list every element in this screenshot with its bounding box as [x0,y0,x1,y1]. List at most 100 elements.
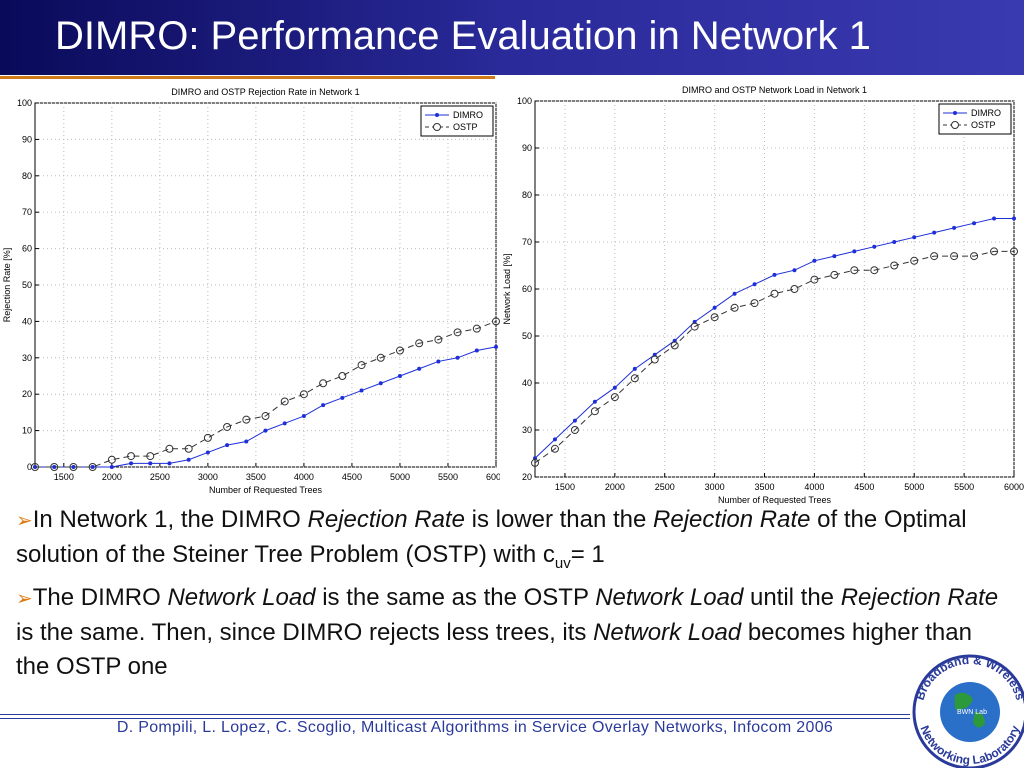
footer: D. Pompili, L. Lopez, C. Scoglio, Multic… [116,719,834,736]
x-tick-label: 1500 [54,472,74,482]
legend [420,105,494,137]
bullet-text: Network Load [593,618,742,646]
bullet-text: Rejection Rate [307,506,465,533]
data-point [710,313,719,322]
x-tick-label: 5000 [904,482,924,492]
bullet-text: is lower than the [464,506,654,533]
data-point [299,390,308,399]
x-tick-label: 4500 [342,472,362,482]
x-tick-label: 5500 [438,472,458,482]
x-tick-label: 2000 [102,472,122,482]
data-point [572,418,577,423]
data-point [1012,216,1016,221]
y-tick-label: 60 [22,244,32,254]
data-point [531,458,539,467]
data-point [730,303,739,312]
bullet-text: The DIMRO [32,583,168,611]
data-point [71,465,76,469]
x-tick-label: 2500 [150,472,170,482]
bullet: The DIMRO Network Load is the same as th… [16,581,1006,684]
data-point [810,275,819,284]
data-point [378,381,383,386]
data-point [892,240,897,244]
data-point [912,235,917,240]
y-tick-label: 50 [522,331,532,341]
plot-area [534,100,1015,478]
data-point [492,317,500,326]
data-point [415,339,424,348]
data-point [242,415,251,424]
y-tick-label: 100 [17,98,32,108]
legend-label: DIMRO [971,108,1001,118]
x-tick-label: 3500 [755,482,775,492]
data-point [109,465,114,469]
bullet-text: Rejection Rate [653,506,811,533]
data-point [88,463,97,471]
data-point [772,272,777,277]
data-point [474,348,479,353]
data-point [436,359,441,364]
data-point [630,374,639,383]
legend-label: OSTP [453,122,478,132]
data-point [972,221,977,226]
data-point [338,372,347,380]
data-point [752,282,757,287]
data-point [494,344,498,349]
bullet-text: until the [743,583,841,611]
bullet-text: uv [554,554,571,572]
data-point [184,444,193,453]
x-tick-label: 2500 [655,482,675,492]
data-point [129,461,134,466]
data-point [127,452,136,461]
data-point [890,261,899,270]
data-point [397,374,402,378]
y-tick-label: 60 [522,284,532,294]
data-point [792,268,797,273]
legend [938,103,1012,135]
bullet-text: Network Load [595,583,744,611]
data-point [223,422,232,431]
legend-marker [953,111,957,115]
logo-text: BWN Lab [957,709,987,716]
chart: DIMRO and OSTP Network Load in Network 1… [502,85,1024,505]
data-point [852,249,857,254]
title-bar: DIMRO: Performance Evaluation in Network… [0,0,1024,75]
legend-marker [433,123,441,131]
x-tick-label: 5000 [390,472,410,482]
data-point [282,421,287,426]
data-point [910,256,919,265]
y-tick-label: 10 [22,426,32,436]
x-tick-label: 5500 [954,482,974,492]
data-point [632,366,637,371]
x-tick-label: 1500 [555,482,575,492]
x-tick-label: 4000 [294,472,314,482]
y-tick-label: 90 [522,143,532,153]
y-tick-label: 80 [522,190,532,200]
data-point [69,463,78,471]
data-point [434,335,443,344]
data-point [225,443,230,448]
data-point [612,385,617,390]
data-point [319,379,328,388]
y-tick-label: 100 [517,96,532,106]
legend-marker [435,113,439,117]
x-tick-label: 3000 [198,472,218,482]
data-point [830,270,839,279]
chart-title: DIMRO and OSTP Rejection Rate in Network… [171,87,359,97]
data-point [850,266,859,275]
data-point [472,324,481,333]
x-axis-label: Number of Requested Trees [718,495,832,505]
data-point [550,444,559,453]
x-tick-label: 3000 [705,482,725,492]
footer-line [0,714,910,715]
data-point [610,393,619,402]
y-tick-label: 20 [22,389,32,399]
bullet-text: of the Optimal solution of the Steiner T… [16,506,967,568]
y-tick-label: 30 [522,425,532,435]
data-point [455,355,460,360]
data-point [670,341,679,350]
data-point [417,366,422,371]
x-axis-label: Number of Requested Trees [209,485,323,495]
series-line [35,320,497,468]
y-tick-label: 90 [22,134,32,144]
